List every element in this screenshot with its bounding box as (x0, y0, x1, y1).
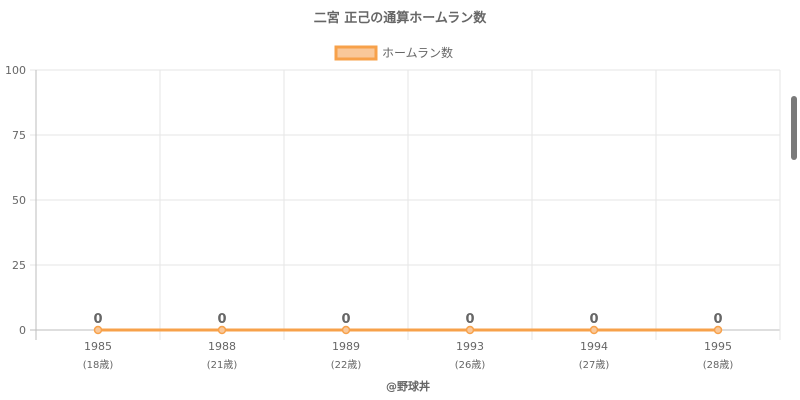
legend-swatch (334, 45, 378, 61)
x-tick-label: 1994 (580, 340, 608, 353)
x-tick-sublabel: (28歳) (703, 359, 734, 371)
series-homeruns (93, 325, 723, 335)
data-point[interactable] (465, 325, 475, 335)
scrollbar[interactable] (791, 96, 797, 160)
y-tick-label: 100 (5, 64, 26, 77)
data-label: 0 (713, 312, 722, 327)
x-tick-label: 1988 (208, 340, 236, 353)
y-axis-ticks: 0 25 50 75 100 (5, 64, 26, 337)
chart-title: 二宮 正己の通算ホームラン数 (314, 10, 487, 26)
legend[interactable]: ホームラン数 (334, 45, 453, 61)
y-tick-label: 50 (12, 194, 26, 207)
x-tick-label: 1995 (704, 340, 732, 353)
x-tick-sublabel: (18歳) (83, 359, 114, 371)
data-point[interactable] (217, 325, 227, 335)
y-tick-label: 75 (12, 129, 26, 142)
data-label: 0 (589, 312, 598, 327)
y-tick-label: 0 (19, 324, 26, 337)
x-tick-label: 1989 (332, 340, 360, 353)
data-labels: 0 0 0 0 0 0 (93, 312, 722, 327)
y-tick-label: 25 (12, 259, 26, 272)
data-label: 0 (341, 312, 350, 327)
legend-label: ホームラン数 (382, 45, 453, 60)
data-point[interactable] (589, 325, 599, 335)
data-point[interactable] (713, 325, 723, 335)
x-tick-sublabel: (22歳) (331, 359, 362, 371)
x-tick-label: 1993 (456, 340, 484, 353)
data-point[interactable] (341, 325, 351, 335)
grid (30, 69, 781, 340)
x-tick-sublabel: (26歳) (455, 359, 486, 371)
data-label: 0 (217, 312, 226, 327)
x-tick-label: 1985 (84, 340, 112, 353)
data-label: 0 (93, 312, 102, 327)
data-label: 0 (465, 312, 474, 327)
x-tick-sublabel: (21歳) (207, 359, 238, 371)
footer-credit: @野球丼 (386, 379, 430, 393)
data-point[interactable] (93, 325, 103, 335)
x-axis-ticks: 1985 (18歳) 1988 (21歳) 1989 (22歳) 1993 (26歳) 1994… (83, 340, 734, 371)
x-tick-sublabel: (27歳) (579, 359, 610, 371)
